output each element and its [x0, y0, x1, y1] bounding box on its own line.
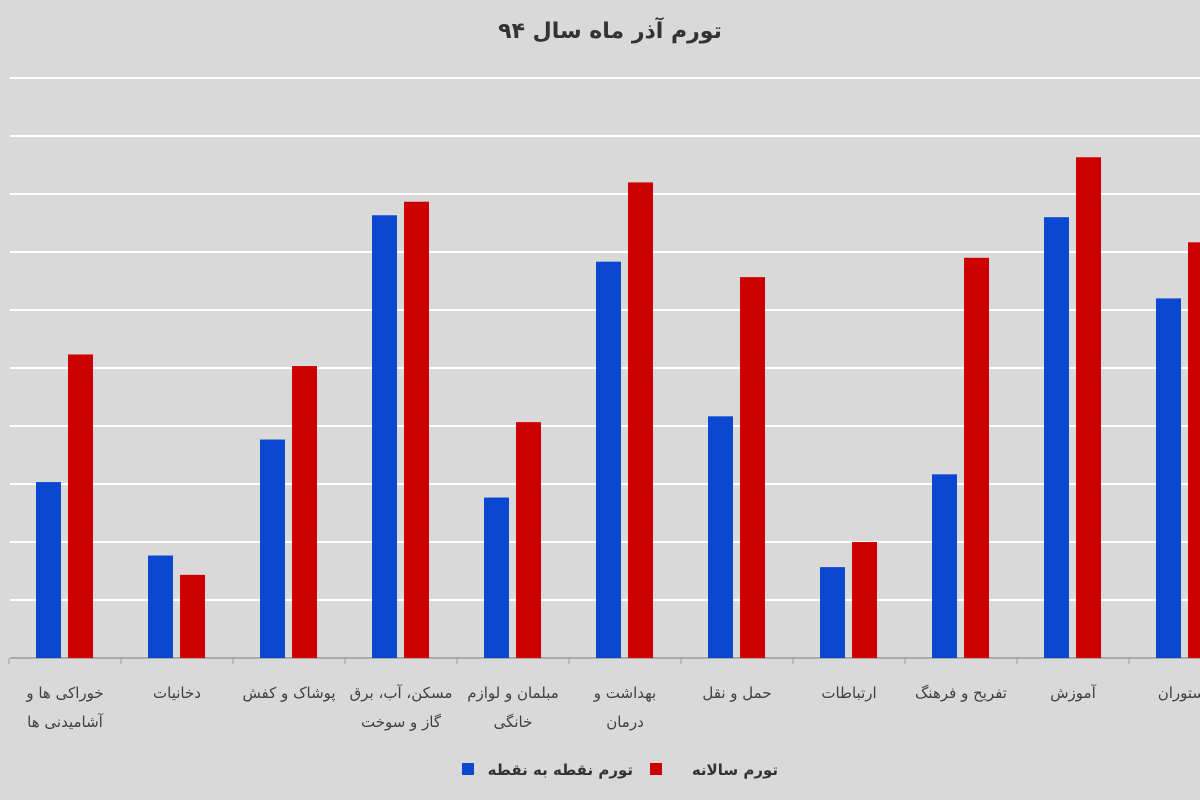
category-label: خانگی: [494, 713, 533, 731]
category-label: آشامیدنی ها: [27, 713, 103, 731]
bar-point-to-point: [932, 474, 957, 658]
legend-swatch-point-to-point: [462, 763, 474, 775]
bar-point-to-point: [484, 497, 509, 658]
x-axis: [8, 658, 1130, 664]
bars: [36, 157, 1200, 659]
legend-label-annual: تورم سالانه: [692, 761, 778, 779]
legend-swatch-annual: [650, 763, 662, 775]
bar-point-to-point: [708, 416, 733, 658]
category-label: دخانیات: [153, 684, 201, 702]
bar-point-to-point: [1044, 217, 1069, 658]
bar-point-to-point: [1156, 298, 1181, 658]
bar-annual: [740, 277, 765, 658]
bar-annual: [628, 182, 653, 658]
bar-point-to-point: [372, 215, 397, 658]
bar-point-to-point: [596, 261, 621, 658]
bar-annual: [404, 201, 429, 658]
bar-annual: [1188, 242, 1200, 659]
bar-annual: [852, 542, 877, 658]
category-label: مسکن، آب، برق: [350, 684, 453, 702]
category-label: آموزش: [1050, 684, 1096, 702]
category-label: گاز و سوخت: [361, 713, 442, 731]
category-label: مبلمان و لوازم: [467, 684, 559, 702]
category-label: تفریح و فرهنگ: [915, 684, 1007, 702]
bar-point-to-point: [260, 439, 285, 658]
category-label: درمان: [606, 713, 644, 731]
bar-point-to-point: [148, 555, 173, 658]
bar-annual: [1076, 157, 1101, 658]
bar-annual: [964, 257, 989, 658]
category-label: ارتباطات: [821, 684, 876, 702]
category-label: پوشاک و کفش: [242, 684, 335, 703]
legend: تورم نقطه به نقطه تورم سالانه: [462, 761, 778, 779]
legend-label-point-to-point: تورم نقطه به نقطه: [488, 761, 633, 779]
category-labels: خوراکی ها و آشامیدنی ها دخانیات پوشاک و کفش…: [25, 684, 1200, 731]
bar-annual: [180, 574, 205, 658]
category-label: حمل و نقل: [702, 684, 771, 702]
bar-annual: [292, 366, 317, 658]
category-label: رستوران: [1158, 684, 1200, 702]
category-label: خوراکی ها و: [25, 684, 103, 702]
bar-point-to-point: [820, 567, 845, 658]
chart-title: تورم آذر ماه سال ۹۴: [498, 16, 722, 44]
bar-annual: [68, 354, 93, 658]
bar-annual: [516, 422, 541, 658]
bar-point-to-point: [36, 482, 61, 658]
category-label: بهداشت و: [593, 684, 656, 702]
